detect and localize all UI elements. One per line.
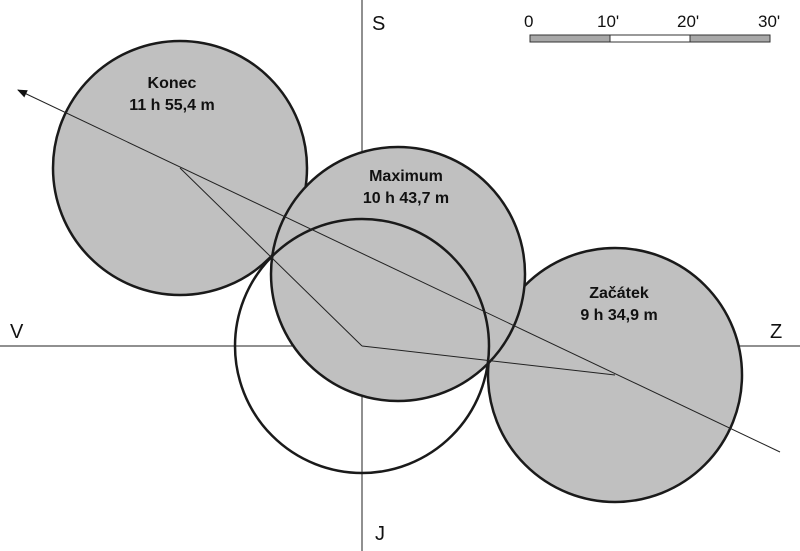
- label-south: J: [375, 523, 385, 545]
- radius-to-start: [361, 345, 616, 376]
- end-time: 11 h 55,4 m: [129, 97, 214, 114]
- path-line: [17, 89, 781, 453]
- max-name: Maximum: [369, 168, 443, 185]
- label-north: S: [372, 13, 385, 35]
- max-time: 10 h 43,7 m: [363, 190, 449, 207]
- scale-bar: 0 10' 20' 30': [524, 12, 780, 43]
- scale-label-0: 0: [524, 12, 533, 31]
- scale-label-10: 10': [597, 12, 619, 31]
- scale-segment-1: [529, 34, 611, 43]
- radius-to-end: [179, 167, 363, 347]
- disk-max: [269, 145, 527, 403]
- end-name: Konec: [148, 75, 197, 92]
- scale-segment-2: [609, 34, 691, 43]
- scale-label-30: 30': [758, 12, 780, 31]
- reference-circle: [233, 217, 491, 475]
- label-east: V: [10, 321, 24, 343]
- start-time: 9 h 34,9 m: [580, 307, 657, 324]
- scale-label-20: 20': [677, 12, 699, 31]
- scale-segment-3: [689, 34, 771, 43]
- label-west: Z: [770, 321, 782, 343]
- start-name: Začátek: [589, 285, 649, 302]
